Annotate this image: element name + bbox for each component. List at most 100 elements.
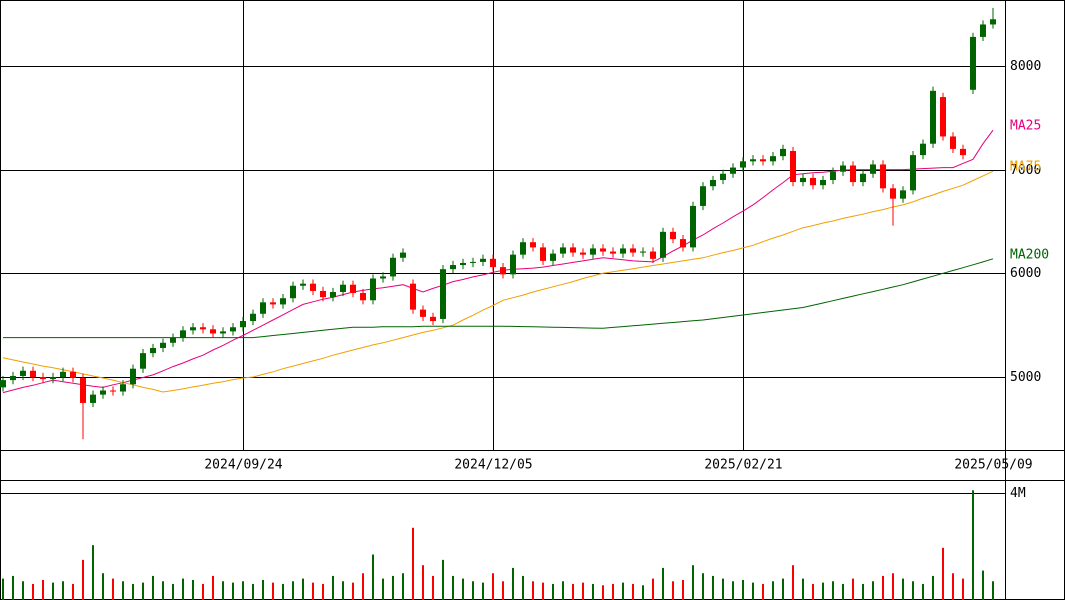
volume-bar xyxy=(612,583,614,600)
candle-body xyxy=(280,298,286,305)
candle-body xyxy=(250,313,256,322)
candle-body xyxy=(480,258,486,262)
candle-body xyxy=(240,321,246,328)
candle-body xyxy=(450,265,456,270)
volume-bar xyxy=(702,573,704,600)
volume-bar xyxy=(252,583,254,600)
candle-body xyxy=(270,302,276,305)
candle-body xyxy=(560,247,566,254)
candle-body xyxy=(360,293,366,301)
volume-bar xyxy=(472,581,474,600)
volume-bar xyxy=(922,583,924,600)
volume-bar xyxy=(82,559,84,600)
candle-body xyxy=(910,155,916,191)
volume-bar xyxy=(552,583,554,600)
candle-body xyxy=(580,252,586,255)
volume-bar xyxy=(22,581,24,600)
candle-body xyxy=(670,231,676,240)
ma-line xyxy=(3,258,994,339)
candle-body xyxy=(120,384,126,392)
candle-body xyxy=(760,159,766,162)
volume-bar xyxy=(112,578,114,600)
candle-body xyxy=(950,136,956,149)
candle-body xyxy=(60,371,66,378)
volume-bar xyxy=(952,573,954,600)
volume-bar xyxy=(832,581,834,600)
candle-body xyxy=(790,150,796,183)
volume-bar xyxy=(232,582,234,600)
volume-bar xyxy=(822,582,824,600)
candle-body xyxy=(630,248,636,253)
candle-body xyxy=(820,180,826,186)
candle-body xyxy=(210,329,216,334)
volume-bar xyxy=(532,581,534,600)
volume-bar xyxy=(812,583,814,600)
volume-bar xyxy=(912,581,914,600)
volume-bar xyxy=(242,581,244,600)
candle-body xyxy=(690,205,696,248)
volume-bar xyxy=(192,579,194,600)
candle-body xyxy=(50,377,56,380)
candle-body xyxy=(930,90,936,144)
candle-body xyxy=(470,261,476,263)
candle-body xyxy=(940,97,946,137)
x-tick-label: 2025/02/21 xyxy=(704,458,782,473)
volume-bar xyxy=(422,565,424,600)
candle-body xyxy=(840,165,846,172)
candle-body xyxy=(230,327,236,332)
candle-body xyxy=(700,186,706,206)
candle-body xyxy=(150,347,156,354)
candle-body xyxy=(600,248,606,252)
candle-body xyxy=(500,267,506,275)
volume-bar xyxy=(142,582,144,600)
volume-bar xyxy=(782,578,784,600)
candle-body xyxy=(40,377,46,380)
volume-bar xyxy=(542,582,544,600)
volume-bar xyxy=(122,581,124,600)
volume-bar xyxy=(132,583,134,600)
volume-bar xyxy=(602,585,604,600)
volume-bar xyxy=(632,583,634,600)
candle-body xyxy=(490,258,496,268)
candle-body xyxy=(970,36,976,90)
candle-body xyxy=(380,276,386,279)
volume-bar xyxy=(582,582,584,600)
ma-label: MA25 xyxy=(1010,119,1041,134)
volume-bar xyxy=(562,581,564,600)
candle-body xyxy=(180,330,186,338)
candle-body xyxy=(10,375,16,381)
candle-body xyxy=(750,159,756,162)
volume-bar xyxy=(212,575,214,600)
volume-bar xyxy=(332,575,334,600)
candle-body xyxy=(640,251,646,253)
candle-body xyxy=(420,309,426,317)
volume-bar xyxy=(152,575,154,600)
candle-body xyxy=(170,337,176,343)
volume-bar xyxy=(352,582,354,600)
volume-bar xyxy=(742,579,744,600)
volume-bar xyxy=(312,582,314,600)
volume-bar xyxy=(52,582,54,600)
x-tick-label: 2025/05/09 xyxy=(954,458,1032,473)
volume-bar xyxy=(512,567,514,600)
volume-bar xyxy=(662,567,664,600)
candle-body xyxy=(720,173,726,180)
volume-bar xyxy=(572,583,574,600)
volume-bar xyxy=(272,582,274,600)
candle-body xyxy=(850,165,856,183)
candle-body xyxy=(390,257,396,277)
candle-body xyxy=(310,283,316,291)
volume-bar xyxy=(322,583,324,600)
candle-body xyxy=(830,171,836,180)
candle-body xyxy=(900,190,906,199)
candle-body xyxy=(410,283,416,310)
volume-bar xyxy=(962,578,964,600)
volume-bar xyxy=(462,578,464,600)
candle-body xyxy=(870,164,876,174)
volume-bar xyxy=(982,570,984,600)
candle-body xyxy=(800,177,806,183)
candle-body xyxy=(260,302,266,314)
volume-bar xyxy=(382,578,384,600)
volume-bar xyxy=(592,583,594,600)
